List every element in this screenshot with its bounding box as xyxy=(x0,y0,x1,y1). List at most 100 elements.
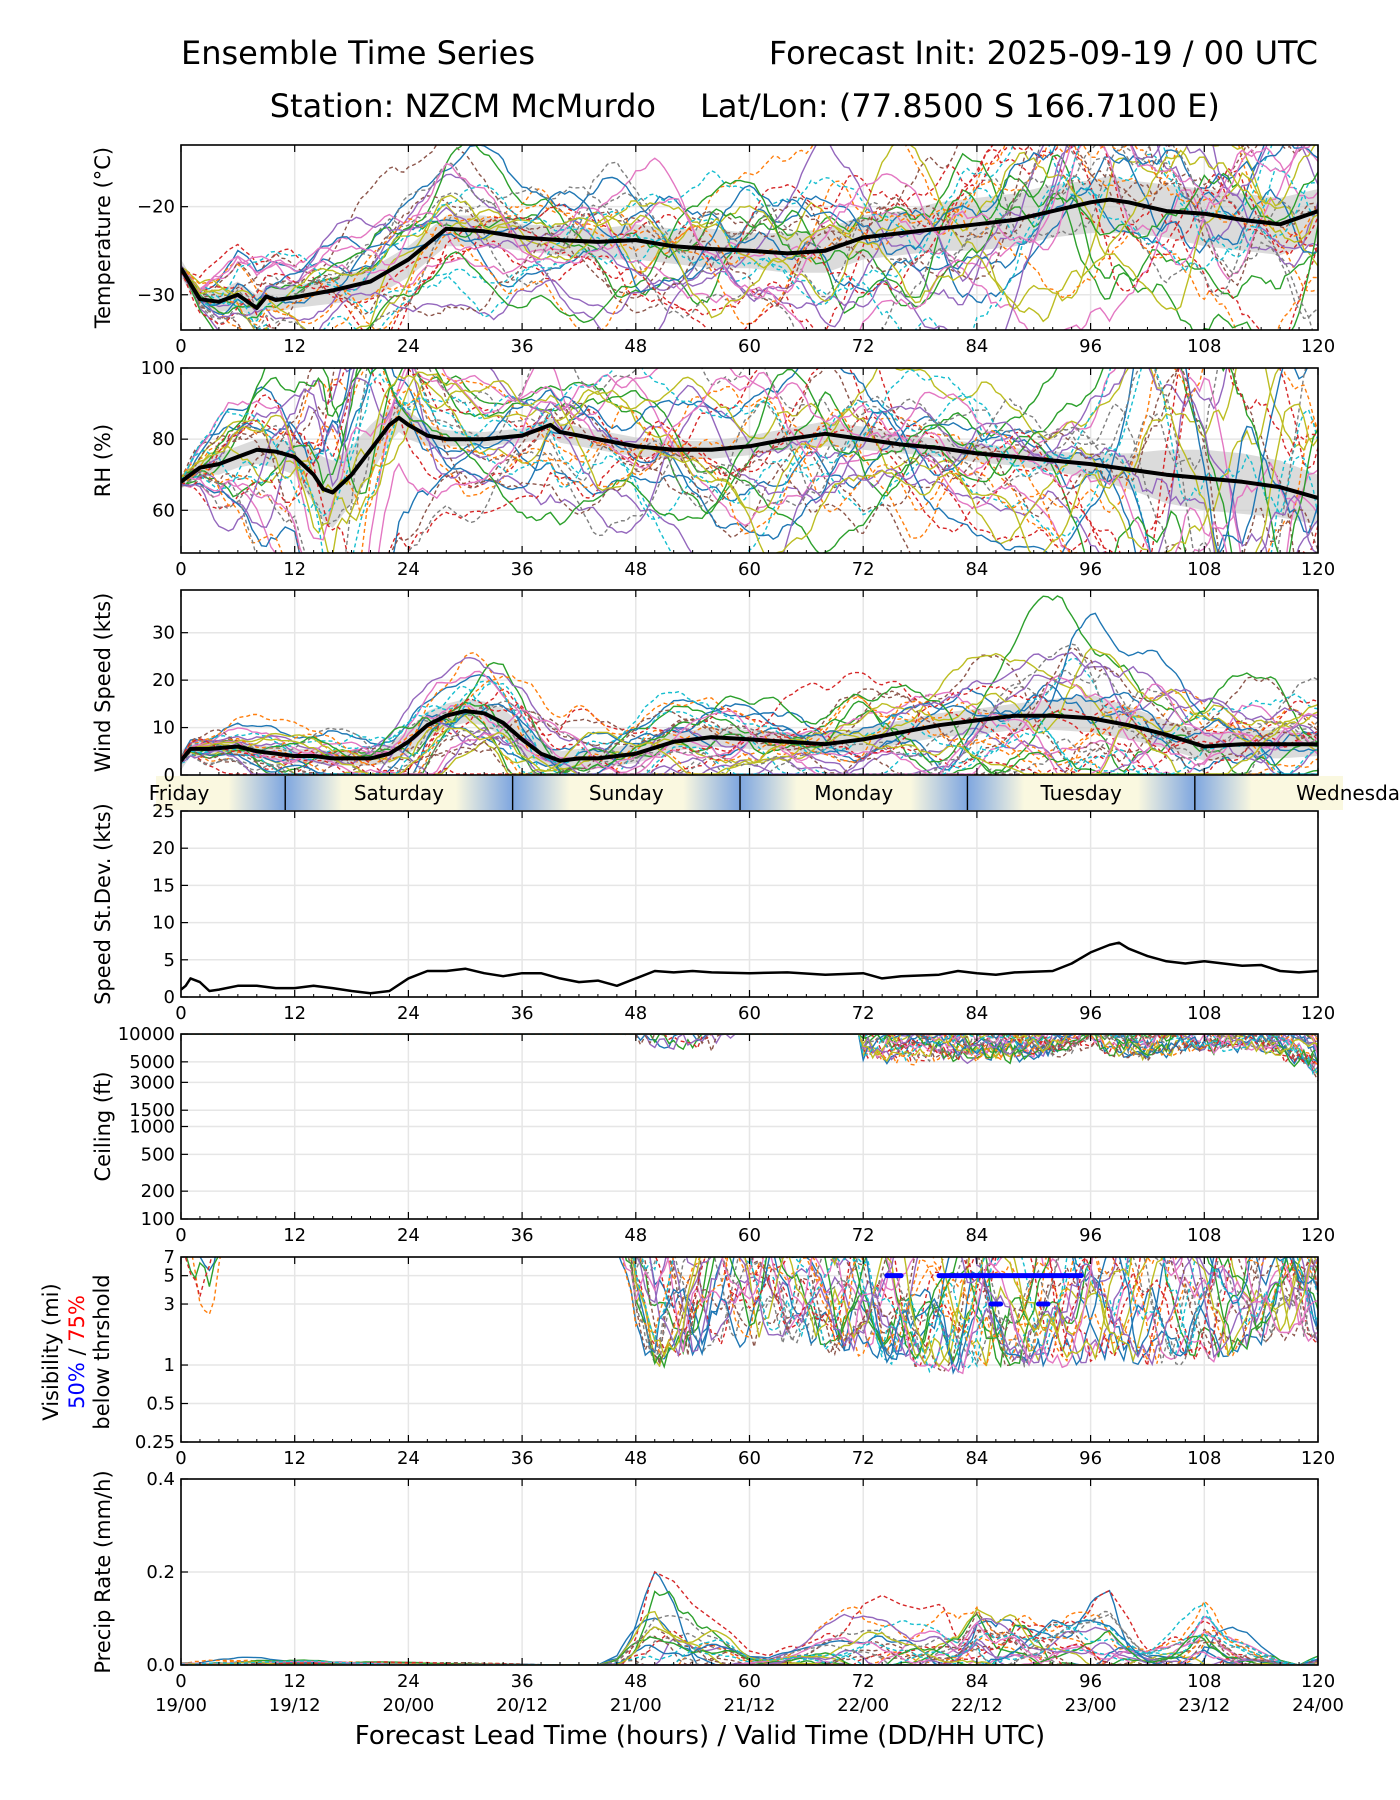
ensemble-member-line xyxy=(181,368,1318,553)
x-tick-label: 48 xyxy=(624,1003,647,1024)
x-tick-label: 0 xyxy=(175,1671,186,1692)
panels: 0 12 24 36 48 60 72 84 96 108 120−30−20Temperature… xyxy=(91,144,1344,1716)
y-tick-label: 1000 xyxy=(129,1117,175,1138)
y-tick-label: 20 xyxy=(152,838,175,859)
x-tick-label: 36 xyxy=(511,1671,534,1692)
y-tick-label: 0.0 xyxy=(146,1655,175,1676)
y-tick-label: −20 xyxy=(137,197,175,218)
x-tick-label: 120 xyxy=(1301,1003,1335,1024)
ensemble-member-line xyxy=(728,1257,1287,1367)
title-left: Ensemble Time Series xyxy=(181,34,535,72)
valid-time-label: 21/12 xyxy=(724,1695,776,1716)
ensemble-member-line xyxy=(181,145,1318,328)
ensemble-member-line xyxy=(181,145,1312,299)
day-label: Sunday xyxy=(589,781,664,805)
ensemble-member-line xyxy=(184,1257,1318,1359)
ensemble-member-line xyxy=(181,368,1228,553)
x-tick-label: 36 xyxy=(511,1225,534,1246)
valid-time-label: 24/00 xyxy=(1292,1695,1344,1716)
ensemble-member-line xyxy=(181,1034,1318,1066)
svg-text:50% / 75%: 50% / 75% xyxy=(65,1295,89,1409)
y-tick-label: 5 xyxy=(164,950,175,971)
day-segment xyxy=(285,776,513,810)
visibility-50-label: 50% xyxy=(65,1362,89,1409)
y-tick-label: 0.2 xyxy=(146,1562,175,1583)
ensemble-member-line xyxy=(181,368,1308,553)
x-tick-label: 48 xyxy=(624,336,647,357)
ensemble-member-line xyxy=(181,368,1318,553)
ensemble-member-line xyxy=(632,1257,1313,1368)
x-tick-label: 108 xyxy=(1187,1448,1221,1469)
visibility-75-label: 75% xyxy=(65,1295,89,1342)
valid-time-label: 19/00 xyxy=(155,1695,207,1716)
x-tick-label: 60 xyxy=(738,1671,761,1692)
x-tick-label: 36 xyxy=(511,1003,534,1024)
y-tick-label: 0.5 xyxy=(146,1394,175,1415)
x-tick-label: 96 xyxy=(1079,1003,1102,1024)
x-tick-label: 60 xyxy=(738,336,761,357)
relative_humidity-ylabel: RH (%) xyxy=(91,424,115,497)
ensemble-member-line xyxy=(181,1034,1318,1053)
ensemble-mean-line xyxy=(181,415,1318,500)
x-tick-label: 48 xyxy=(624,559,647,580)
y-tick-label: 0 xyxy=(164,987,175,1008)
day-segment xyxy=(512,776,741,810)
day-segment xyxy=(967,776,1195,810)
ensemble-member-line xyxy=(181,1570,1318,1665)
ensemble-member-line xyxy=(621,1257,1318,1375)
panel-precip_rate: 0 12 24 36 48 60 72 84 96 108 120 0.0 0.2 0.4 Precip R… xyxy=(91,1469,1344,1716)
ensemble-member-line xyxy=(181,1617,1318,1665)
x-tick-label: 108 xyxy=(1187,336,1221,357)
ensemble-member-line xyxy=(181,368,1280,553)
x-tick-label: 12 xyxy=(283,1671,306,1692)
x-tick-label: 0 xyxy=(175,1225,186,1246)
ensemble-member-line xyxy=(181,368,1318,553)
panel-speed_stdev: 0 12 24 36 48 60 72 84 96 108 120 0 5 10 15 20 25 Speed S… xyxy=(91,801,1335,1024)
x-axis-label: Forecast Lead Time (hours) / Valid Time … xyxy=(355,1721,1045,1751)
y-tick-label: 5000 xyxy=(129,1052,175,1073)
ensemble-member-line xyxy=(181,1617,1318,1665)
y-tick-label: 3 xyxy=(164,1294,175,1315)
ensemble-member-line xyxy=(654,1257,1218,1357)
ensemble-member-line xyxy=(621,1257,1318,1362)
day-bar: Friday Saturday Sunday Monday Tuesday Wednesd… xyxy=(149,776,1400,810)
ensemble-member-line xyxy=(181,145,1318,330)
valid-time-label: 23/12 xyxy=(1178,1695,1230,1716)
plot-area xyxy=(181,941,1318,995)
x-tick-label: 0 xyxy=(175,1003,186,1024)
y-tick-label: 60 xyxy=(152,500,175,521)
ensemble-member-line xyxy=(181,145,1318,307)
valid-time-label: 23/00 xyxy=(1065,1695,1117,1716)
y-tick-label: 3000 xyxy=(129,1072,175,1093)
day-label: Monday xyxy=(814,781,893,805)
y-tick-label: 25 xyxy=(152,801,175,822)
y-tick-label: 30 xyxy=(152,623,175,644)
ensemble-member-line xyxy=(181,368,1318,553)
y-tick-label: 80 xyxy=(152,429,175,450)
y-tick-label: 1 xyxy=(164,1355,175,1376)
ensemble-member-line xyxy=(648,1257,1318,1367)
x-tick-label: 0 xyxy=(175,559,186,580)
ensemble-member-line xyxy=(744,1257,1301,1365)
ensemble-member-line xyxy=(181,149,1318,323)
x-tick-label: 48 xyxy=(624,1671,647,1692)
visibility-ylabel: Visibility (mi) 50% / 75% below thrshold xyxy=(39,1274,114,1429)
valid-time-label: 20/00 xyxy=(382,1695,434,1716)
x-tick-label: 12 xyxy=(283,1225,306,1246)
day-label: Tuesday xyxy=(1039,781,1122,805)
visibility-ylabel-main: Visibility (mi) xyxy=(39,1283,63,1420)
speed_stdev-ylabel: Speed St.Dev. (kts) xyxy=(91,803,115,1005)
ensemble-member-line xyxy=(780,1257,1318,1363)
valid-time-label: 19/12 xyxy=(269,1695,321,1716)
x-tick-label: 24 xyxy=(397,1448,420,1469)
y-tick-label: 5 xyxy=(164,1266,175,1287)
station-label: Station: NZCM McMurdo xyxy=(270,87,656,125)
ensemble-member-line xyxy=(181,145,1258,330)
ensemble-member-line xyxy=(666,1257,1313,1353)
day-segment xyxy=(740,776,968,810)
y-tick-label: 15 xyxy=(152,875,175,896)
x-tick-label: 120 xyxy=(1301,1225,1335,1246)
x-tick-label: 120 xyxy=(1301,1671,1335,1692)
ensemble-member-line xyxy=(181,1034,1318,1059)
y-tick-label: 10000 xyxy=(118,1024,175,1045)
